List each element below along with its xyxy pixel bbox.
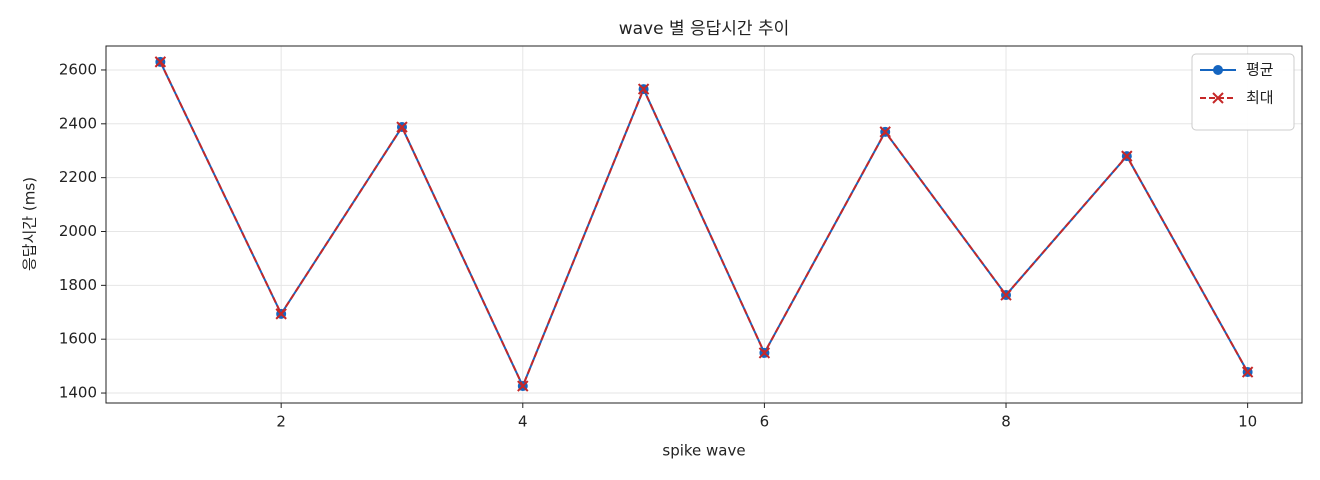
y-tick-label: 2600 — [59, 60, 97, 78]
x-tick-label: 10 — [1238, 413, 1257, 431]
marker — [1241, 366, 1254, 378]
x-tick-label: 6 — [760, 413, 770, 431]
y-tick-label: 1600 — [59, 330, 97, 348]
legend-box — [1191, 53, 1295, 131]
y-tick-label: 2400 — [59, 114, 97, 132]
marker — [275, 308, 287, 320]
y-tick-label: 1400 — [59, 384, 97, 402]
series-line — [159, 61, 1249, 389]
chart-title: wave 별 응답시간 추이 — [619, 19, 790, 39]
x-tick-label: 2 — [276, 413, 286, 431]
x-axis-label: spike wave — [662, 442, 745, 460]
marker — [396, 121, 408, 133]
marker — [517, 380, 529, 392]
y-axis-label: 응답시간 (ms) — [21, 177, 39, 271]
marker — [879, 126, 891, 138]
marker — [637, 83, 650, 95]
x-tick-label: 8 — [1001, 413, 1011, 431]
legend-marker — [1212, 92, 1224, 104]
marker — [1121, 150, 1133, 162]
legend-label: 최대 — [1246, 89, 1274, 107]
legend-label: 평균 — [1246, 61, 1274, 79]
marker — [154, 56, 167, 68]
legend-marker — [1213, 65, 1223, 75]
marker — [758, 347, 771, 359]
y-tick-label: 1800 — [59, 276, 97, 294]
y-tick-label: 2000 — [59, 222, 97, 240]
x-tick-label: 4 — [518, 413, 528, 431]
marker — [1000, 289, 1012, 301]
y-tick-label: 2200 — [59, 168, 97, 186]
plot-frame — [105, 45, 1303, 404]
